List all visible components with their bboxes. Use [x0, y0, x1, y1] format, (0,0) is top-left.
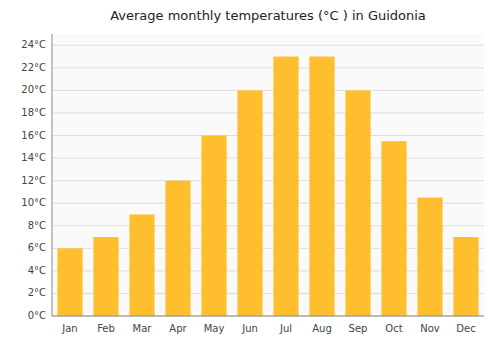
y-tick-label: 6°C [28, 242, 46, 253]
x-tick-label: Jan [61, 323, 77, 334]
y-tick-label: 0°C [28, 310, 46, 321]
y-tick-label: 22°C [21, 62, 46, 73]
x-tick-label: Mar [133, 323, 153, 334]
y-tick-label: 10°C [21, 197, 46, 208]
y-tick-label: 20°C [21, 84, 46, 95]
bar [381, 141, 406, 316]
grid-line [52, 45, 484, 46]
grid-line [52, 112, 484, 113]
x-tick-label: Sep [349, 323, 368, 334]
x-ticks: Jan Feb Mar Apr May Jun Jul Aug Sep Oct Nov Dec [61, 323, 475, 334]
bar [345, 90, 370, 316]
bars [57, 57, 478, 316]
bar [93, 237, 118, 316]
x-tick-label: May [204, 323, 225, 334]
grid-line [52, 180, 484, 181]
y-axis-line [52, 34, 53, 316]
x-tick-label: Apr [169, 323, 187, 334]
x-tick-label: Jun [241, 323, 258, 334]
bar [453, 237, 478, 316]
x-tick-label: Oct [385, 323, 402, 334]
y-grid [52, 45, 484, 316]
plot-background [52, 34, 484, 316]
grid-line [52, 158, 484, 159]
y-tick-label: 2°C [28, 287, 46, 298]
grid-line [52, 67, 484, 68]
bar [165, 181, 190, 316]
grid-line [52, 90, 484, 91]
y-tick-label: 16°C [21, 130, 46, 141]
x-tick-label: Nov [420, 323, 440, 334]
y-tick-label: 4°C [28, 265, 46, 276]
y-tick-label: 14°C [21, 152, 46, 163]
bar [237, 90, 262, 316]
grid-line [52, 135, 484, 136]
y-tick-label: 18°C [21, 107, 46, 118]
chart: 0°C 2°C 4°C 6°C 8°C 10°C 12°C 14°C 16°C 18°C 20°C 2… [0, 0, 500, 350]
bar [273, 57, 298, 316]
x-tick-label: Feb [97, 323, 115, 334]
x-tick-label: Aug [312, 323, 332, 334]
x-axis-line [52, 316, 484, 317]
bar [57, 248, 82, 316]
x-tick-label: Dec [456, 323, 475, 334]
y-tick-label: 12°C [21, 175, 46, 186]
y-ticks: 0°C 2°C 4°C 6°C 8°C 10°C 12°C 14°C 16°C 18°C 20°C 2… [21, 39, 46, 321]
bar [201, 136, 226, 316]
y-tick-label: 24°C [21, 39, 46, 50]
bar [417, 198, 442, 316]
grid-line [52, 316, 484, 317]
x-tick-label: Jul [279, 323, 292, 334]
chart-title: Average monthly temperatures (°C ) in Gu… [110, 8, 426, 23]
y-tick-label: 8°C [28, 220, 46, 231]
chart-container: 0°C 2°C 4°C 6°C 8°C 10°C 12°C 14°C 16°C 18°C 20°C 2… [0, 0, 500, 350]
bar [309, 57, 334, 316]
bar [129, 214, 154, 316]
